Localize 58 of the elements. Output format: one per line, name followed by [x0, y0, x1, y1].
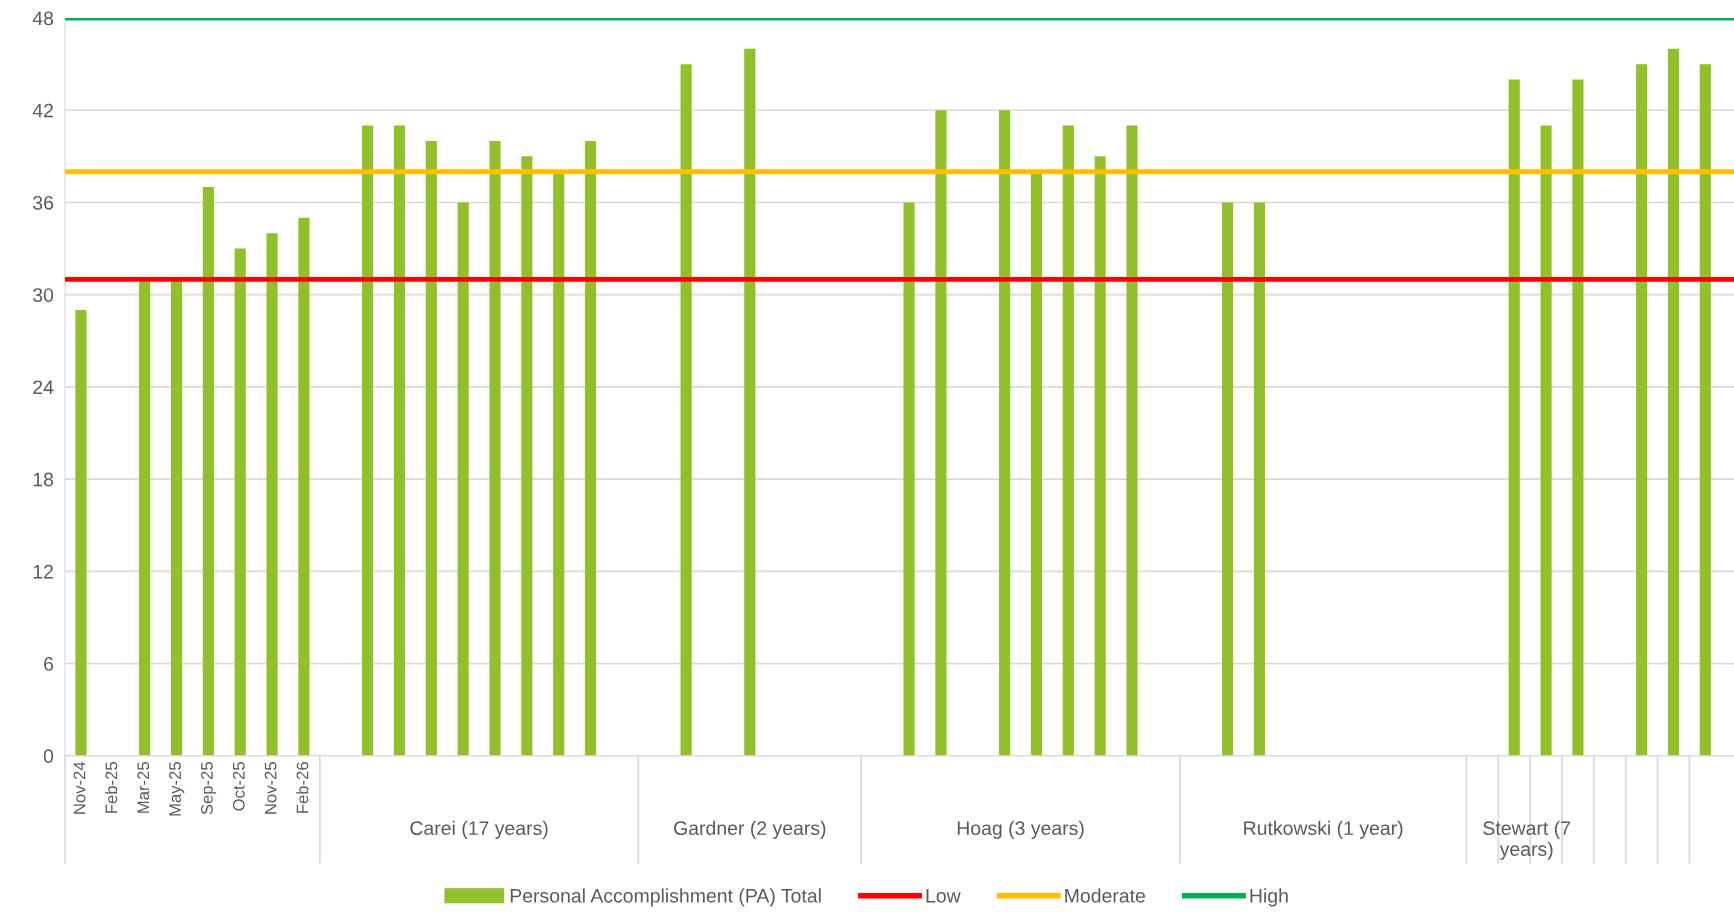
y-tick-label: 18: [33, 472, 54, 487]
y-tick-label: 24: [33, 380, 54, 394]
bar: [1667, 48, 1680, 756]
text: Stewart (7 years): [1483, 820, 1571, 860]
bar: [680, 64, 692, 756]
bar: [139, 279, 151, 756]
x-tick-label: Oct-25: [232, 762, 245, 811]
y-tick-label: 12: [33, 564, 53, 579]
text: Gardner (2 years): [674, 820, 826, 839]
bar: [1508, 79, 1520, 756]
bar: [521, 156, 533, 756]
text: Rutkowski (1 year): [1244, 820, 1403, 839]
legend-label: Moderate: [1065, 888, 1146, 903]
text: Hoag (3 years): [957, 820, 1084, 839]
y-tick-label: 30: [33, 288, 54, 302]
legend-label: High: [1250, 888, 1288, 907]
bar: [1062, 125, 1074, 756]
y-tick-label: 42: [32, 103, 53, 118]
x-tick-label: Nov-25: [264, 762, 277, 814]
y-tick-label: 48: [32, 11, 54, 26]
bar: [744, 48, 756, 756]
x-tick-label: Feb-26: [296, 762, 309, 813]
bar: [1699, 64, 1711, 756]
bar: [457, 202, 469, 756]
legend-label: Personal Accomplishment (PA) Total: [510, 888, 821, 907]
bar: [1030, 171, 1043, 756]
x-tick-label: Nov-24: [73, 761, 86, 814]
bar: [1222, 202, 1234, 756]
text: Carei (17 years): [410, 820, 548, 839]
bar: [1253, 202, 1265, 756]
bar: [1094, 156, 1106, 756]
bar: [584, 140, 597, 756]
bar: [234, 248, 246, 756]
bar: [1636, 64, 1648, 756]
bar: [393, 125, 406, 756]
y-tick-label: 6: [44, 657, 54, 671]
bar: [202, 187, 214, 756]
x-tick-label: Sep-25: [201, 762, 217, 815]
bar: [1540, 125, 1552, 756]
bar: [266, 233, 278, 756]
bar: [1126, 125, 1138, 756]
bar: [489, 140, 501, 756]
y-tick-label: 36: [33, 195, 54, 210]
bar: [1572, 79, 1584, 756]
x-tick-label: Feb-25: [105, 762, 118, 813]
x-tick-label: May-25: [169, 762, 185, 816]
bar: [999, 110, 1011, 756]
x-tick-label: Mar-25: [137, 762, 150, 813]
bar: [903, 202, 915, 756]
y-tick-label: 0: [43, 749, 54, 764]
bar: [362, 125, 374, 756]
bar: [935, 110, 947, 756]
bar: [425, 140, 437, 756]
bar: [553, 171, 565, 756]
bar: [170, 279, 183, 756]
bar: [75, 310, 87, 756]
bar: [298, 217, 310, 756]
legend-label: Low: [926, 889, 961, 903]
